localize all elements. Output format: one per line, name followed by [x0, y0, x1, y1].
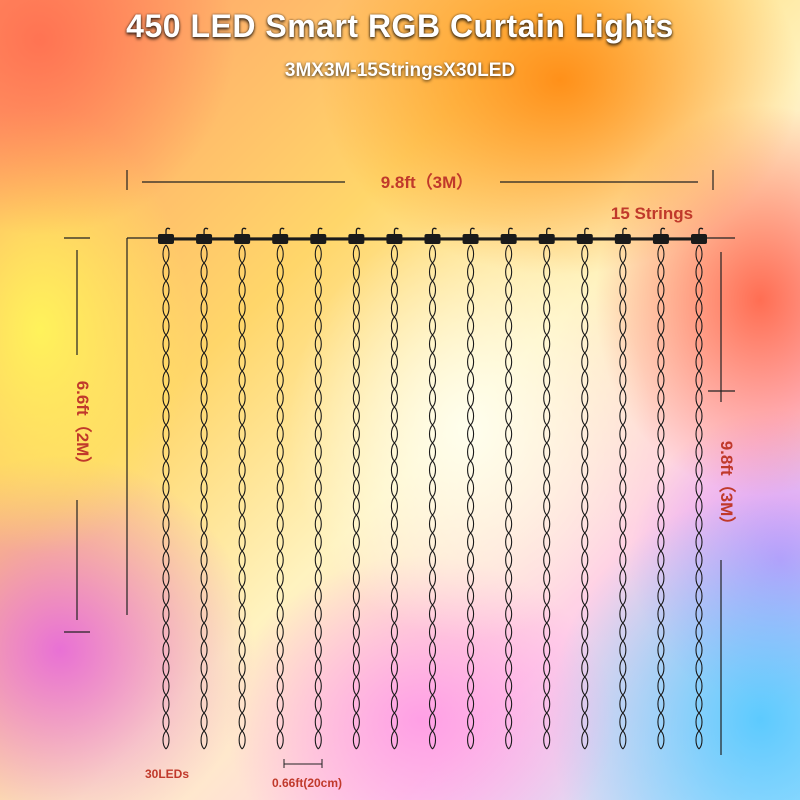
- product-subtitle: 3MX3M-15StringsX30LED: [284, 60, 516, 81]
- string-connector: [310, 234, 327, 244]
- led-string: [196, 227, 213, 750]
- led-string: [691, 227, 707, 750]
- hook-icon: [469, 227, 475, 234]
- string-connector: [234, 234, 251, 244]
- led-string: [652, 227, 669, 750]
- hook-icon: [355, 227, 361, 234]
- led-chain: [390, 244, 398, 750]
- led-chain: [657, 244, 665, 750]
- product-title: 450 LED Smart RGB Curtain Lights: [126, 8, 674, 44]
- string-connector: [538, 234, 555, 244]
- led-string: [500, 227, 517, 750]
- width-dimension: [126, 170, 714, 190]
- hook-icon: [660, 227, 666, 234]
- hook-icon: [165, 227, 171, 234]
- string-spacing-label: 0.66ft(20cm): [272, 776, 342, 790]
- string-connector: [158, 234, 174, 244]
- led-string: [348, 227, 365, 750]
- strings-count-label: 15 Strings: [611, 204, 693, 223]
- string-connector: [576, 234, 593, 244]
- led-string: [234, 227, 251, 750]
- string-connector: [386, 234, 403, 244]
- string-connector: [500, 234, 517, 244]
- left-height-label: 6.6ft（2M）: [73, 381, 93, 474]
- led-strings: [158, 227, 707, 750]
- led-string: [462, 227, 479, 750]
- string-connector: [424, 234, 441, 244]
- led-string: [538, 227, 555, 750]
- led-chain: [238, 244, 246, 750]
- right-height-dimension: [708, 252, 735, 755]
- hook-icon: [622, 227, 628, 234]
- led-chain: [581, 244, 589, 750]
- spacing-dimension: [283, 759, 323, 768]
- led-chain: [314, 244, 322, 750]
- led-chain: [200, 244, 208, 750]
- hook-icon: [241, 227, 247, 234]
- led-chain: [162, 244, 170, 750]
- hook-icon: [317, 227, 323, 234]
- string-connector: [462, 234, 479, 244]
- led-chain: [467, 244, 475, 750]
- hook-icon: [546, 227, 552, 234]
- led-string: [576, 227, 593, 750]
- string-connector: [272, 234, 289, 244]
- led-chain: [543, 244, 551, 750]
- hook-icon: [431, 227, 437, 234]
- led-string: [614, 227, 631, 750]
- hook-icon: [698, 227, 704, 234]
- led-string: [424, 227, 441, 750]
- hook-icon: [203, 227, 209, 234]
- led-string: [158, 227, 174, 750]
- left-height-dimension: [64, 237, 90, 633]
- hook-icon: [279, 227, 285, 234]
- hook-icon: [393, 227, 399, 234]
- string-connector: [614, 234, 631, 244]
- led-string: [310, 227, 327, 750]
- string-connector: [196, 234, 213, 244]
- led-chain: [695, 244, 703, 750]
- string-connector: [652, 234, 669, 244]
- led-chain: [276, 244, 284, 750]
- leds-per-string-label: 30LEDs: [145, 767, 189, 781]
- led-chain: [505, 244, 513, 750]
- string-connector: [348, 234, 365, 244]
- led-chain: [428, 244, 437, 750]
- string-connector: [691, 234, 707, 244]
- width-label: 9.8ft（3M）: [381, 172, 474, 192]
- led-chain: [619, 244, 627, 750]
- led-string: [386, 227, 403, 750]
- led-chain: [352, 244, 360, 750]
- hook-icon: [584, 227, 590, 234]
- led-string: [272, 227, 289, 750]
- hook-icon: [507, 227, 513, 234]
- right-height-label: 9.8ft（3M）: [717, 441, 737, 534]
